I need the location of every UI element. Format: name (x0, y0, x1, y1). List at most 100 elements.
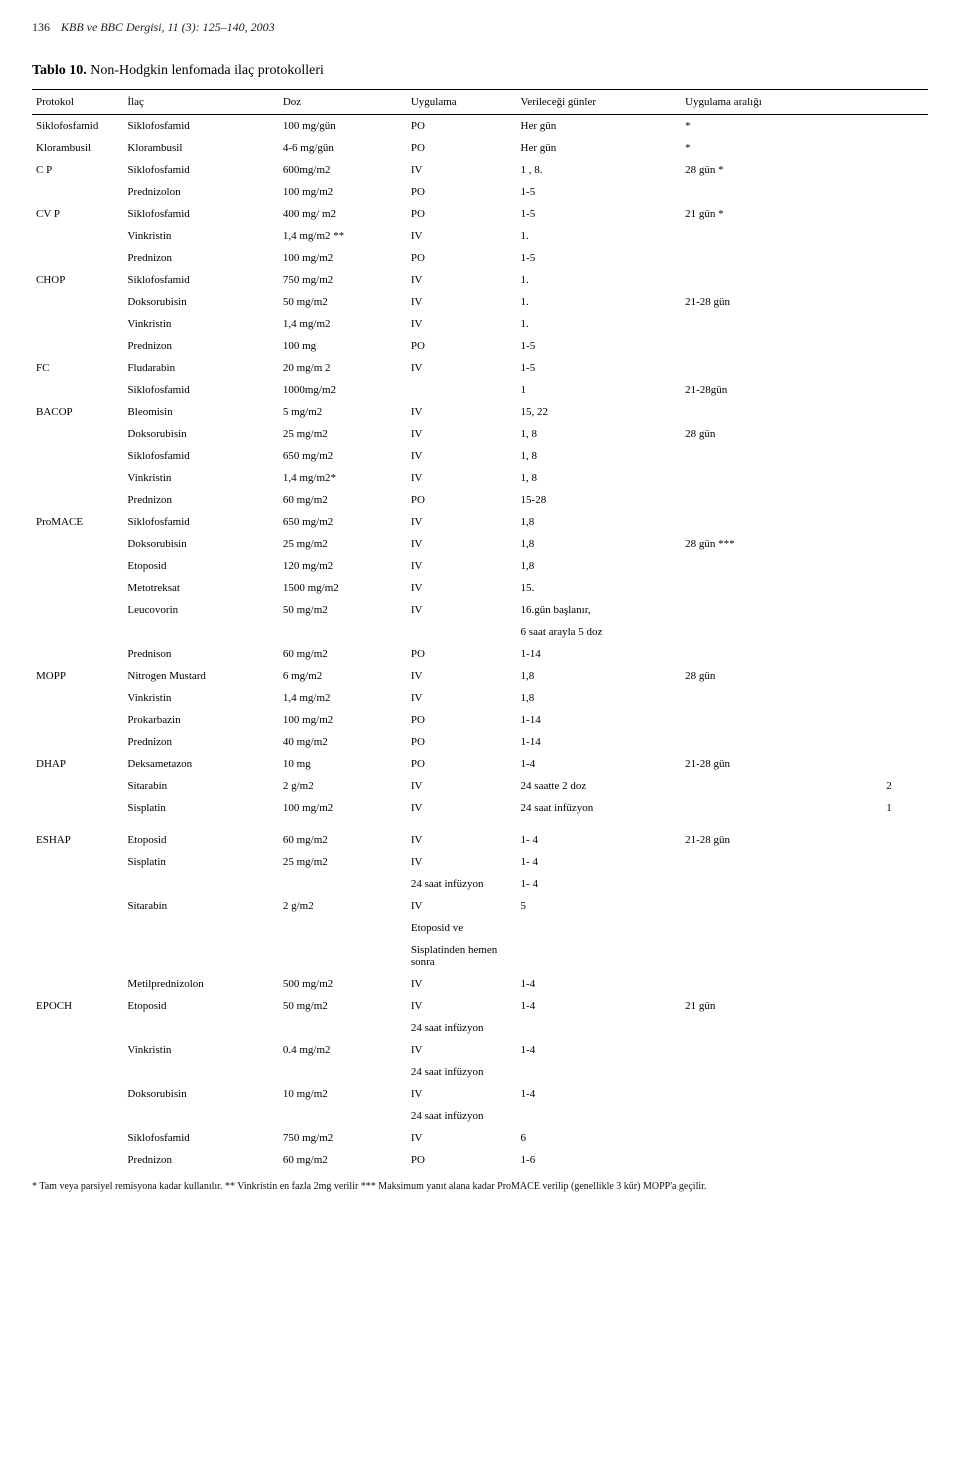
table-cell: 21 gün * (681, 203, 882, 225)
table-cell: PO (407, 489, 517, 511)
table-cell: 1-5 (517, 181, 682, 203)
table-cell (882, 851, 928, 873)
table-cell (681, 225, 882, 247)
table-cell: Siklofosfamid (123, 379, 278, 401)
table-cell: Metotreksat (123, 577, 278, 599)
table-cell (681, 511, 882, 533)
table-cell: 2 g/m2 (279, 895, 407, 917)
table-row: 24 saat infüzyon (32, 1105, 928, 1127)
table-cell: IV (407, 357, 517, 379)
table-row: Prednizolon100 mg/m2PO1-5 (32, 181, 928, 203)
table-cell (882, 973, 928, 995)
table-cell: 750 mg/m2 (279, 269, 407, 291)
table-cell (32, 1061, 123, 1083)
table-cell (681, 1039, 882, 1061)
table-cell (32, 939, 123, 973)
table-cell: 1,8 (517, 511, 682, 533)
table-cell: IV (407, 829, 517, 851)
table-cell: DHAP (32, 753, 123, 775)
table-cell: 21-28 gün (681, 753, 882, 775)
table-cell: IV (407, 269, 517, 291)
table-cell: 1. (517, 269, 682, 291)
journal-citation: KBB ve BBC Dergisi, 11 (3): 125–140, 200… (61, 20, 275, 34)
table-cell (882, 511, 928, 533)
table-cell (681, 1149, 882, 1171)
table-cell: 1,8 (517, 555, 682, 577)
table-cell (882, 895, 928, 917)
table-cell: 15, 22 (517, 401, 682, 423)
table-row: Siklofosfamid650 mg/m2IV1, 8 (32, 445, 928, 467)
table-cell: IV (407, 313, 517, 335)
table-cell: 10 mg/m2 (279, 1083, 407, 1105)
table-cell (32, 1149, 123, 1171)
col-protokol: Protokol (32, 90, 123, 115)
table-cell: 24 saat infüzyon (407, 1061, 517, 1083)
table-cell: Sisplatinden hemen sonra (407, 939, 517, 973)
table-cell: 6 (517, 1127, 682, 1149)
table-cell (32, 687, 123, 709)
table-cell: 28 gün * (681, 159, 882, 181)
table-cell: IV (407, 775, 517, 797)
table-cell: 500 mg/m2 (279, 973, 407, 995)
table-cell (279, 819, 407, 829)
table-cell (882, 731, 928, 753)
table-cell: PO (407, 181, 517, 203)
table-cell: 15. (517, 577, 682, 599)
table-cell: PO (407, 753, 517, 775)
table-cell: Siklofosfamid (123, 269, 278, 291)
table-cell (123, 873, 278, 895)
caption-text: Non-Hodgkin lenfomada ilaç protokolleri (90, 63, 324, 78)
table-row: Siklofosfamid750 mg/m2IV 6 (32, 1127, 928, 1149)
table-cell: 1-14 (517, 709, 682, 731)
table-cell (882, 1127, 928, 1149)
table-cell (681, 939, 882, 973)
table-cell (882, 159, 928, 181)
table-cell: CV P (32, 203, 123, 225)
table-cell (32, 643, 123, 665)
table-cell: 1, 8 (517, 467, 682, 489)
table-cell (681, 1061, 882, 1083)
table-cell: 1,4 mg/m2* (279, 467, 407, 489)
table-cell (32, 489, 123, 511)
table-cell: 50 mg/m2 (279, 995, 407, 1017)
table-cell: Vinkristin (123, 687, 278, 709)
table-cell: 60 mg/m2 (279, 489, 407, 511)
table-cell: PO (407, 709, 517, 731)
table-cell (681, 269, 882, 291)
table-cell: 1,8 (517, 665, 682, 687)
table-cell (681, 917, 882, 939)
table-cell: Siklofosfamid (123, 1127, 278, 1149)
table-row: Doksorubisin10 mg/m2IV1-4 (32, 1083, 928, 1105)
table-cell: Her gün (517, 137, 682, 159)
table-row: Doksorubisin50 mg/m2IV1.21-28 gün (32, 291, 928, 313)
table-cell: ProMACE (32, 511, 123, 533)
table-cell: Prednizon (123, 1149, 278, 1171)
table-row: Prednizon60 mg/m2PO1-6 (32, 1149, 928, 1171)
table-cell: Etoposid (123, 829, 278, 851)
table-cell (882, 1061, 928, 1083)
table-row: C PSiklofosfamid600mg/m2IV1 , 8.28 gün * (32, 159, 928, 181)
table-cell (681, 181, 882, 203)
table-cell (123, 621, 278, 643)
table-row: Prokarbazin100 mg/m2PO1-14 (32, 709, 928, 731)
table-cell: C P (32, 159, 123, 181)
table-cell (32, 819, 123, 829)
table-row: Sisplatin25 mg/m2IV1- 4 (32, 851, 928, 873)
table-cell: Vinkristin (123, 1039, 278, 1061)
table-cell (123, 819, 278, 829)
table-row: Sisplatinden hemen sonra (32, 939, 928, 973)
table-row: Sisplatin100 mg/m2IV24 saat infüzyon1 (32, 797, 928, 819)
table-cell: 24 saatte 2 doz (517, 775, 682, 797)
table-cell (279, 939, 407, 973)
table-cell (32, 599, 123, 621)
table-cell: PO (407, 137, 517, 159)
table-cell: 24 saat infüzyon (407, 1017, 517, 1039)
table-cell: 28 gün *** (681, 533, 882, 555)
table-cell (32, 895, 123, 917)
table-cell: Siklofosfamid (123, 445, 278, 467)
table-cell: Etoposid ve (407, 917, 517, 939)
table-row: DHAPDeksametazon10 mgPO1-421-28 gün (32, 753, 928, 775)
table-cell (32, 313, 123, 335)
table-cell: 600mg/m2 (279, 159, 407, 181)
table-row: Etoposid ve (32, 917, 928, 939)
